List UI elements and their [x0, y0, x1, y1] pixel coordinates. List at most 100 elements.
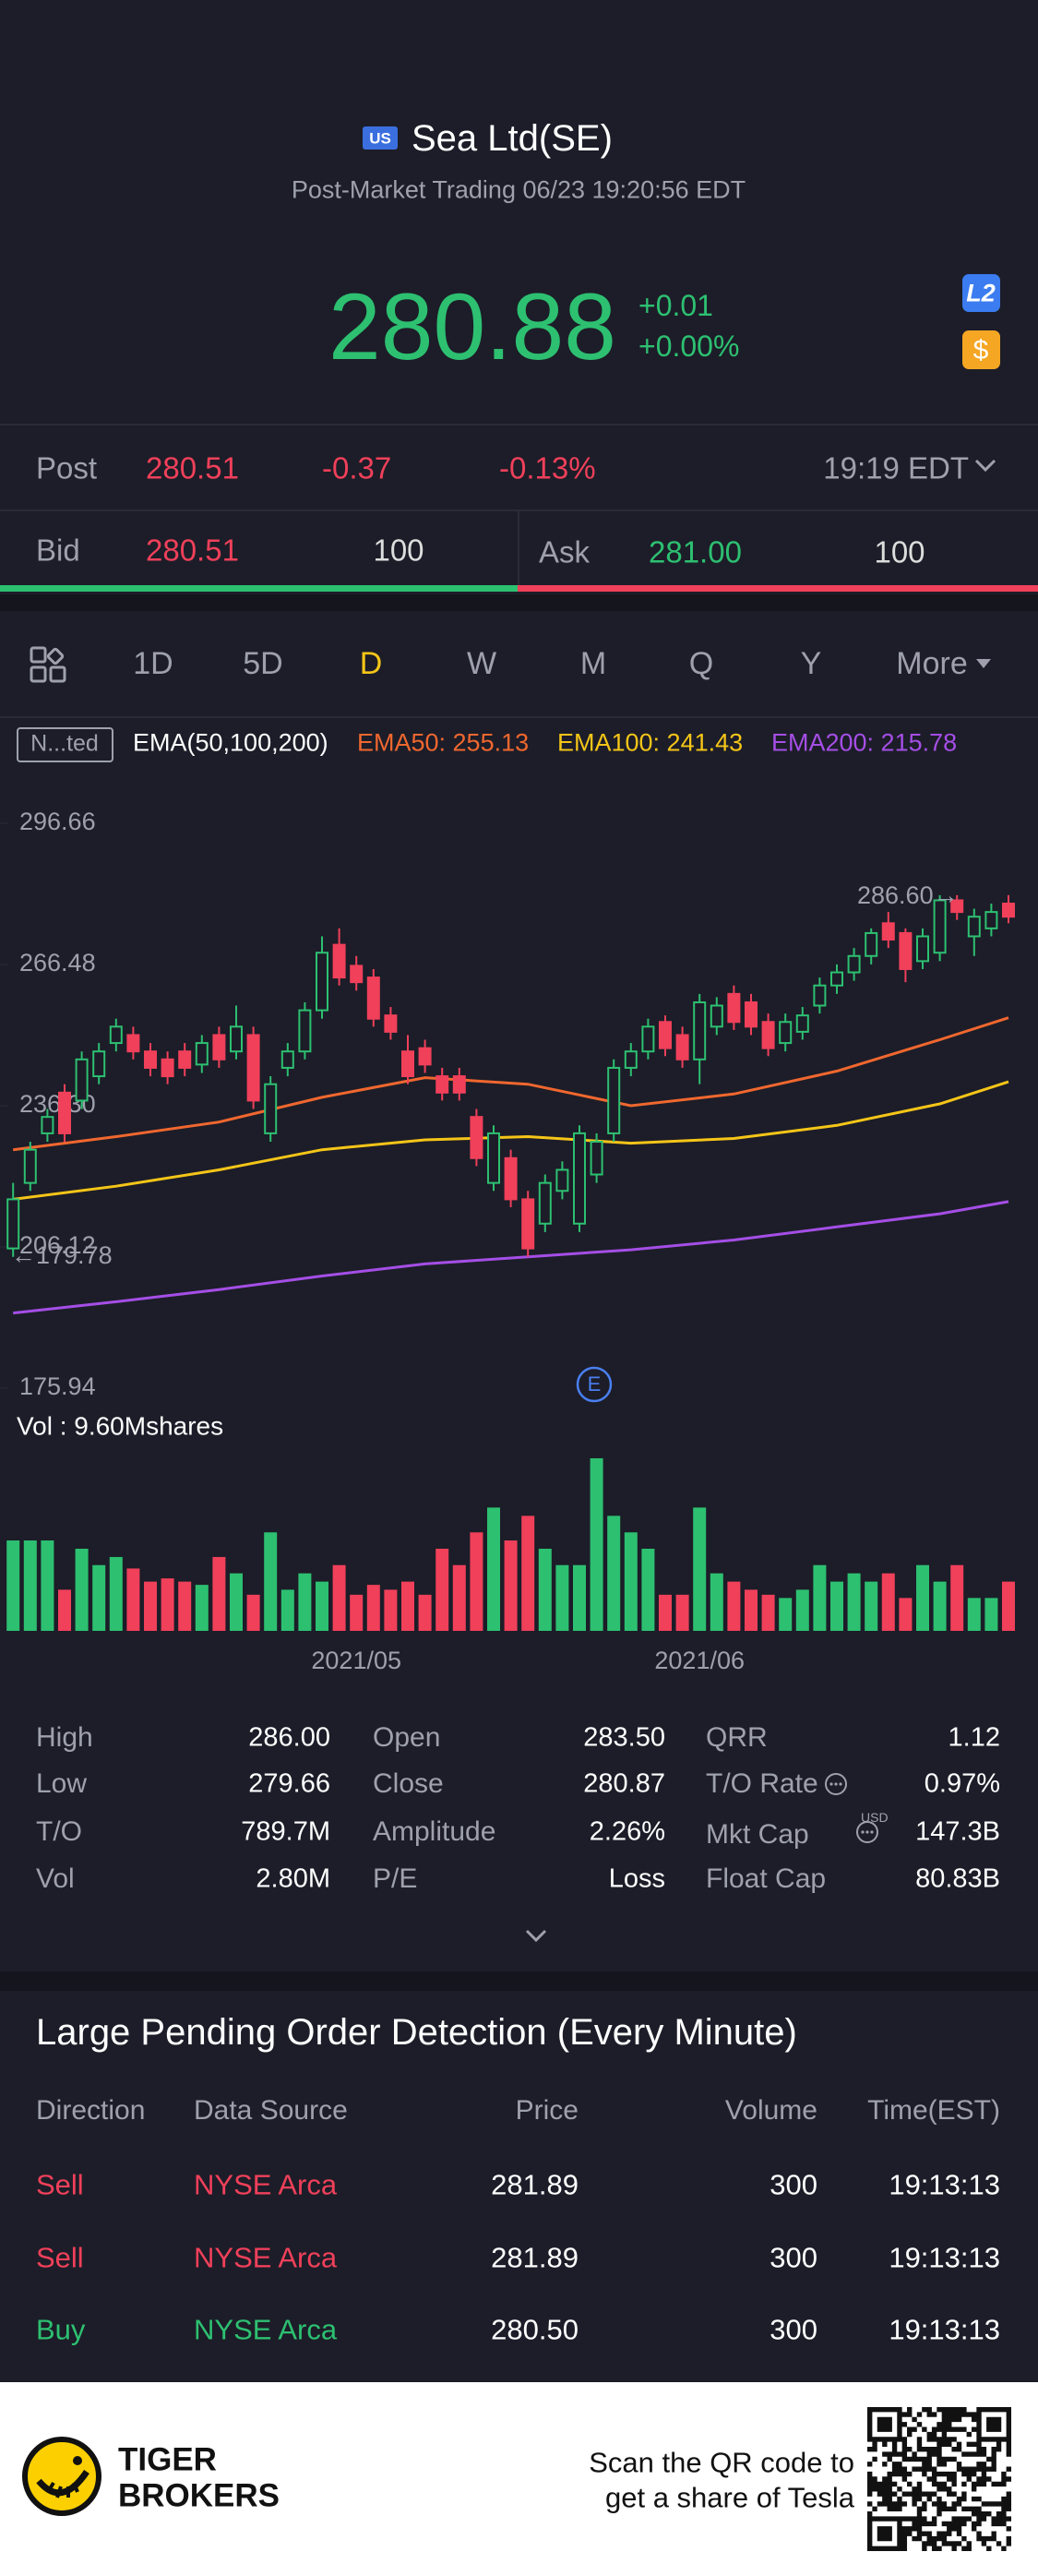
- stat-label: Vol: [36, 1863, 75, 1894]
- market-status: Post-Market Trading 06/23 19:20:56 EDT: [291, 175, 746, 204]
- brand-line-2: BROKERS: [118, 2477, 280, 2514]
- dropdown-chevron[interactable]: [974, 458, 996, 473]
- y-tick-label: 206.12: [19, 1231, 96, 1259]
- period-tab[interactable]: Q: [688, 646, 714, 681]
- candle-body: [178, 1050, 192, 1069]
- ema200-value: EMA200: 215.78: [771, 728, 958, 757]
- candle-body: [23, 1148, 37, 1184]
- indicator-box[interactable]: [17, 727, 113, 762]
- stat-value: 147.3B: [915, 1816, 1000, 1847]
- candle-body: [487, 1132, 500, 1184]
- info-icon[interactable]: [823, 1771, 849, 1797]
- l2-badge-bg[interactable]: [962, 274, 1000, 312]
- post-change: -0.37: [322, 450, 392, 485]
- period-tab[interactable]: W: [466, 646, 497, 681]
- ema-line: [13, 1080, 1009, 1201]
- more-arrow[interactable]: [976, 659, 991, 670]
- volume-bar: [332, 1564, 346, 1631]
- period-tab[interactable]: 1D: [133, 646, 173, 681]
- stat-value: 789.7M: [241, 1816, 330, 1847]
- volume-bar: [109, 1556, 123, 1631]
- volume-bar: [984, 1598, 998, 1631]
- ema50-value: EMA50: 255.13: [357, 728, 530, 757]
- column-header: Volume: [724, 2095, 817, 2126]
- volume-bar: [298, 1573, 312, 1631]
- candle-body: [452, 1075, 466, 1094]
- period-tab[interactable]: Y: [800, 646, 822, 681]
- order-cell: Sell: [36, 2168, 84, 2201]
- volume-bar: [264, 1532, 278, 1631]
- candle-body: [246, 1034, 260, 1102]
- candle-body: [761, 1021, 775, 1049]
- stock-title: Sea Ltd(SE): [412, 118, 613, 159]
- period-tab[interactable]: M: [579, 646, 607, 681]
- info-icon[interactable]: [854, 1819, 880, 1845]
- price-change: +0.01: [638, 289, 713, 322]
- post-change-pct: -0.13%: [499, 450, 596, 485]
- candle-body: [659, 1021, 672, 1049]
- volume-bar: [659, 1594, 672, 1631]
- candle-body: [693, 1000, 707, 1060]
- candle-body: [521, 1198, 535, 1250]
- candle-body: [847, 954, 861, 974]
- order-cell: 300: [770, 2241, 817, 2274]
- bid-bar: [0, 585, 518, 592]
- volume-bar: [779, 1598, 793, 1631]
- volume-bar: [899, 1598, 913, 1631]
- volume-bar: [316, 1581, 328, 1631]
- volume-bar: [212, 1556, 226, 1631]
- cta-line-2: get a share of Tesla: [605, 2481, 854, 2514]
- volume-bar: [675, 1594, 689, 1631]
- expand-chevron[interactable]: [524, 1927, 548, 1944]
- candle-body: [641, 1025, 655, 1053]
- stat-label: Low: [36, 1768, 88, 1799]
- bid-price: 280.51: [146, 533, 239, 568]
- candle-body: [967, 916, 981, 938]
- order-cell: 19:13:13: [889, 2241, 1000, 2274]
- candle-body: [316, 952, 328, 1012]
- period-tab[interactable]: D: [359, 646, 383, 681]
- volume-bar: [813, 1564, 827, 1631]
- candle-body: [401, 1050, 414, 1078]
- stat-value: Loss: [608, 1863, 665, 1894]
- currency-badge[interactable]: $: [972, 335, 989, 365]
- volume-bar: [693, 1507, 707, 1631]
- orders-title: Large Pending Order Detection (Every Min…: [36, 2012, 797, 2053]
- candle-body: [830, 971, 843, 987]
- candle-body: [384, 1014, 398, 1033]
- volume-bar: [435, 1548, 449, 1631]
- candle-body: [675, 1034, 689, 1060]
- volume-bar: [830, 1581, 843, 1631]
- mkt-cap-unit: USD: [861, 1810, 889, 1825]
- volume-bar: [230, 1573, 243, 1631]
- volume-bar: [418, 1594, 432, 1631]
- period-tab[interactable]: More: [896, 646, 968, 681]
- indicator-name[interactable]: N...ted: [30, 730, 99, 757]
- volume-bar: [761, 1594, 775, 1631]
- divider: [0, 424, 1038, 425]
- order-cell: Sell: [36, 2241, 84, 2274]
- volume-bar: [950, 1564, 964, 1631]
- l2-badge[interactable]: L2: [966, 279, 996, 307]
- period-tab[interactable]: 5D: [243, 646, 283, 681]
- layout-icon[interactable]: [30, 646, 66, 683]
- volume-bar: [521, 1516, 535, 1631]
- post-price: 280.51: [146, 450, 239, 485]
- post-time[interactable]: 19:19 EDT: [823, 450, 969, 485]
- section-gap: [0, 594, 1038, 611]
- candle-body: [6, 1198, 20, 1250]
- candle-body: [916, 935, 929, 963]
- min-annotation: ←179.78: [11, 1241, 113, 1269]
- volume-bar: [366, 1585, 380, 1631]
- qr-code[interactable]: [867, 2407, 1011, 2551]
- x-tick-label: 2021/05: [311, 1647, 401, 1674]
- candle-body: [504, 1156, 518, 1201]
- stat-label: Open: [373, 1722, 441, 1753]
- ask-price: 281.00: [649, 534, 742, 569]
- candle-body: [435, 1075, 449, 1094]
- volume-bar: [144, 1581, 157, 1631]
- stat-label: T/O: [36, 1816, 82, 1847]
- currency-badge-bg[interactable]: [962, 330, 1000, 369]
- stat-value: 2.26%: [589, 1816, 665, 1847]
